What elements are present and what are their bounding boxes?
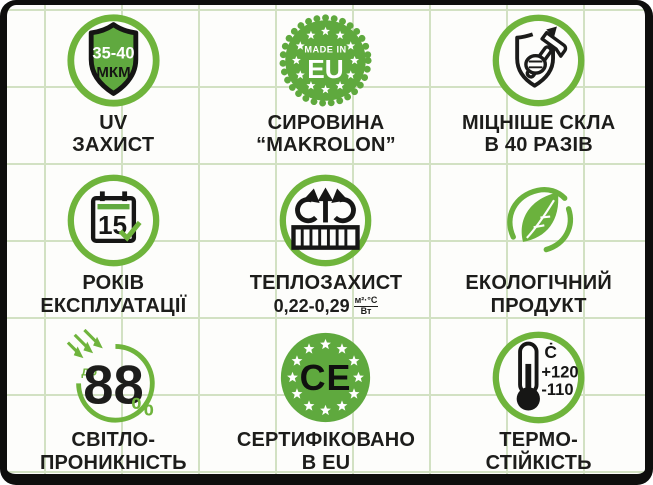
calendar-hanger-left [99,191,105,202]
shield-outline [515,32,556,88]
shield-hammer-icon [492,14,585,107]
badge-circle [281,333,371,423]
panel-cross-section [291,225,361,251]
calendar-hanger-right [122,191,127,202]
unit-numerator: м²·°С [353,295,379,308]
thermometer-bulb [516,387,541,411]
leaf-shape [521,192,559,243]
eco-leaf-icon [507,187,574,253]
feature-strength: МІЦНІШЕ СКЛА В 40 РАЗІВ [432,5,645,160]
label-line2: В 40 РАЗІВ [484,134,593,157]
label-line1: ТЕПЛОЗАХИСТ [249,272,403,295]
eu-text: EU [308,54,344,84]
label-line1: МІЦНІШЕ СКЛА [461,112,616,134]
label-line1: ЕКОЛОГІЧНИЙ [465,272,612,295]
badge-circle [285,20,367,101]
arrow-heads [303,187,349,204]
feature-uv-protection: 35-40 МКМ UV ЗАХИСТ [7,5,220,160]
label-line2: ЕКСПЛУАТАЦІЇ [40,294,187,317]
ray-arrow-heads [73,336,103,359]
label-line2: В EU [301,451,351,474]
label-line2: ЗАХИСТ [72,134,155,157]
broken-ring [75,344,155,423]
feature-label: ТЕРМО- СТІЙКІСТЬ [486,429,592,474]
leaf-veins [526,200,556,240]
mercury-column [525,364,532,394]
label-line1: СЕРТИФІКОВАНО [236,429,416,452]
feature-label: ЕКОЛОГІЧНИЙ ПРОДУКТ [465,272,612,317]
made-in-eu-icon: MADE IN EU [279,14,373,107]
heat-unit-fraction: м²·°С Вт [353,295,379,317]
feature-label: СЕРТИФІКОВАНО В EU [237,429,415,474]
light-transmission-icon: до 88 % [66,329,155,423]
celsius-symbol: Ċ [544,342,557,362]
fist [524,53,548,75]
feature-years: 15 РОКІВ ЕКСПЛУАТАЦІЇ [7,160,220,317]
checkmark [118,221,142,243]
percent-sign: % [131,394,153,422]
scalloped-edge [279,14,373,107]
feature-label: ТЕПЛОЗАХИСТ [250,272,403,294]
label-line1: СИРОВИНА [267,112,385,134]
label-line2: СТІЙКІСТЬ [485,451,592,474]
calendar-header-bar [97,204,130,210]
heat-value-row: 0,22-0,29 м²·°С Вт [273,295,379,317]
uv-shield-icon: 35-40 МКМ [67,14,160,107]
features-grid: 35-40 МКМ UV ЗАХИСТ MA [7,5,645,474]
made-in-text: MADE IN [305,45,347,55]
label-line1: UV [99,112,128,134]
feature-label: СВІТЛО- ПРОНИКНІСТЬ [40,429,187,474]
label-line2: “MAKROLON” [256,134,396,157]
label-line1: ТЕРМО- [499,429,579,452]
ce-mark-text: CE [300,358,352,398]
feature-thermo: Ċ +120 -110 ТЕРМО- СТІЙКІСТЬ [432,317,645,474]
feature-label: СИРОВИНА “MAKROLON” [256,112,396,157]
max-temperature: +120 [542,364,579,382]
min-temperature: -110 [542,381,574,399]
heat-protection-icon [280,175,372,267]
feature-eco: ЕКОЛОГІЧНИЙ ПРОДУКТ [432,160,645,317]
light-rays [66,329,99,355]
feature-label: РОКІВ ЕКСПЛУАТАЦІЇ [40,272,186,317]
feature-light: до 88 % СВІТЛО- ПРОНИКНІСТЬ [7,317,220,474]
up-to-prefix: до [81,365,97,379]
label-line1: РОКІВ [82,272,145,295]
feature-heat: ТЕПЛОЗАХИСТ 0,22-0,29 м²·°С Вт [220,160,433,317]
feature-label: МІЦНІШЕ СКЛА В 40 РАЗІВ [462,112,615,157]
uv-microns-unit: МКМ [96,64,130,81]
feature-label: UV ЗАХИСТ [72,112,154,157]
feature-certified: CE СЕРТИФІКОВАНО В EU [220,317,433,474]
shield-shape [88,22,139,96]
ce-badge-icon: CE [281,333,371,423]
feature-makrolon: MADE IN EU СИРОВИНА “MAKROLON” [220,5,433,160]
label-line2: ПРОДУКТ [490,294,587,317]
percent-value: 88 [83,355,143,416]
uv-microns-value: 35-40 [92,45,134,63]
label-line2: ПРОНИКНІСТЬ [39,451,187,474]
calendar-icon: 15 [67,175,160,267]
heat-value: 0,22-0,29 [273,296,350,317]
thermometer-icon: Ċ +120 -110 [492,331,585,424]
arrow-head [546,26,558,38]
unit-denominator: Вт [360,306,372,317]
label-line1: СВІТЛО- [71,429,156,452]
